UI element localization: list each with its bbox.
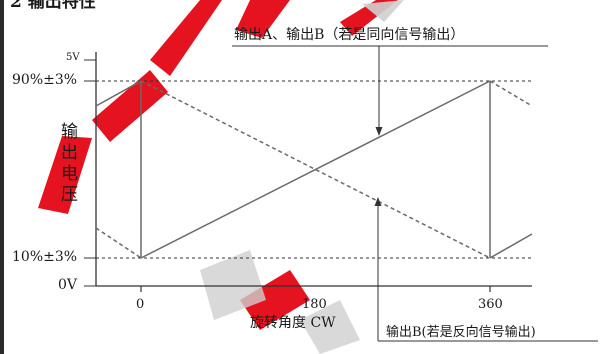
y-tick-label-10: 10%±3% [12,249,78,265]
x-tick-label-0: 0 [136,297,145,312]
leader-top-arrowhead [375,127,383,136]
header-fragment: 2 输出特性 [10,0,96,12]
signal-lines [95,80,533,259]
annotation-leaders [232,45,598,342]
x-axis-label: 旋转角度 CW [250,315,336,331]
watermark-red-stroke-2 [92,70,168,142]
watermark-red-stroke-3 [150,0,222,76]
x-tick-label-360: 360 [478,297,503,312]
y-tick-label-0v: 0V [58,277,78,293]
y-axis-label: 输出电压 [57,122,77,206]
watermark-red-block [240,270,310,330]
watermark [38,0,404,354]
watermark-gray-block-2 [300,300,360,354]
x-tick-label-180: 180 [302,297,327,312]
annotation-reverse-direction: 输出B(若是反向信号输出) [386,325,536,340]
watermark-red-stroke-4 [236,0,290,38]
axis-frame [84,52,532,292]
solid-ramp-up [140,80,491,259]
dashed-ramp-next [489,80,533,107]
solid-ramp-next [489,233,533,259]
dashed-ramp-down [140,80,491,259]
solid-lead-in [95,80,142,107]
leader-bottom-arrowhead [374,197,382,206]
watermark-gray-block [200,250,266,320]
watermark-gray-arrow [362,0,404,22]
watermark-red-stroke-1 [38,136,92,214]
dashed-lead-in [95,227,142,259]
y-tick-label-90: 90%±3% [12,72,78,88]
y-tick-label-5v: 5V [66,52,80,63]
annotation-same-direction: 输出A、输出B（若是同向信号输出） [234,27,465,43]
left-frame-bar [0,0,4,354]
